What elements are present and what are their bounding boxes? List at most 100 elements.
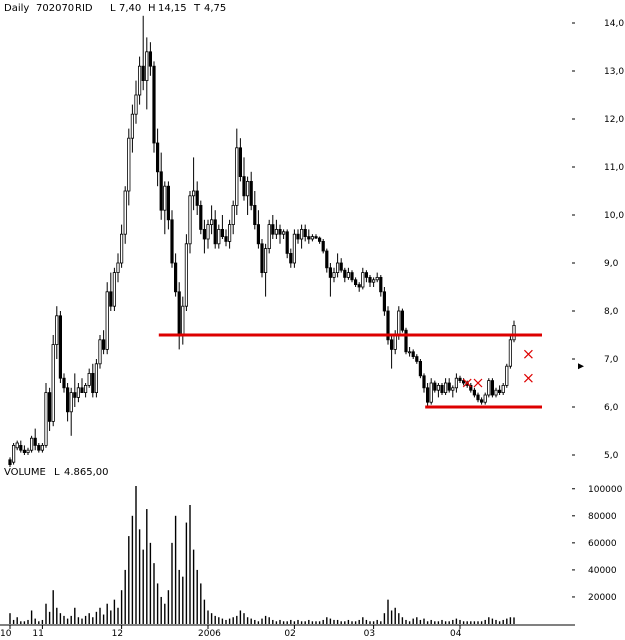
candle-body xyxy=(62,377,66,389)
candle-body xyxy=(278,228,282,235)
candle-body xyxy=(400,310,405,331)
candle-body xyxy=(440,384,444,393)
candle-body xyxy=(350,272,354,281)
candle-body xyxy=(335,262,340,273)
candle-body xyxy=(181,305,185,336)
candle-body xyxy=(191,190,196,197)
candle-body xyxy=(206,224,210,240)
candle-body xyxy=(325,250,329,269)
candle-body xyxy=(346,272,351,278)
candle-body xyxy=(379,276,383,293)
candle-body xyxy=(44,392,48,446)
candle-body xyxy=(263,248,268,274)
volume-tick-label: 100000 xyxy=(588,485,623,495)
candle-body xyxy=(98,339,102,365)
header-high-label: H xyxy=(148,3,156,14)
volume-panel: 20000 40000 60000 80000 100000 xyxy=(9,485,623,624)
price-tick-label: 13,0 xyxy=(604,67,624,77)
candle-body xyxy=(137,65,142,96)
header-exchange: RID xyxy=(75,3,93,14)
candle-body xyxy=(494,389,498,396)
candle-body xyxy=(364,272,369,278)
candle-body xyxy=(339,262,343,271)
candle-body xyxy=(361,272,365,288)
candle-body xyxy=(213,219,217,245)
candle-body xyxy=(184,243,188,307)
candle-body xyxy=(105,291,109,350)
candle-body xyxy=(55,315,59,345)
candle-body xyxy=(87,372,91,386)
candle-body xyxy=(145,51,149,81)
candle-body xyxy=(199,204,203,230)
header-period: Daily xyxy=(4,3,29,14)
candle-body xyxy=(245,180,250,197)
cross-mark xyxy=(473,378,483,388)
candle-body xyxy=(271,224,275,235)
last-price-pointer xyxy=(578,363,584,370)
candle-body xyxy=(343,269,347,278)
candle-body xyxy=(173,262,178,293)
header-high-value: 14,15 xyxy=(158,3,187,14)
candle-body xyxy=(51,344,55,422)
candle-body xyxy=(94,363,98,393)
price-panel: 5,0 6,0 7,0 8,0 9,0 10,0 11,0 12,0 13,0 14,0 xyxy=(8,15,624,467)
candle-body xyxy=(267,224,271,250)
candle-body xyxy=(260,243,264,274)
price-tick-label: 9,0 xyxy=(604,259,619,269)
price-tick-label: 7,0 xyxy=(604,355,619,365)
candle-body xyxy=(321,240,325,252)
volume-label: VOLUME xyxy=(4,467,46,478)
candle-body xyxy=(231,204,235,225)
x-tick-label: 10 xyxy=(0,629,12,639)
price-tick-label: 6,0 xyxy=(604,403,619,413)
candle-body xyxy=(80,387,84,393)
candle-body xyxy=(155,142,160,173)
candle-body xyxy=(497,389,502,394)
x-tick-label: 2006 xyxy=(198,629,221,639)
candle-body xyxy=(303,228,307,237)
candle-body xyxy=(224,236,228,242)
candle-body xyxy=(508,339,513,367)
candle-body xyxy=(418,360,423,377)
x-tick-label: 12 xyxy=(112,629,123,639)
candle-body xyxy=(253,204,257,225)
x-tick-label: 03 xyxy=(364,629,375,639)
candle-body xyxy=(209,219,214,226)
candle-body xyxy=(281,231,286,235)
candle-body xyxy=(429,382,433,403)
candle-body xyxy=(238,147,242,178)
candle-body xyxy=(235,147,239,206)
candle-body xyxy=(505,365,509,386)
candle-body xyxy=(487,380,491,396)
candle-body xyxy=(163,185,167,211)
candle-body xyxy=(170,219,174,264)
candle-body xyxy=(382,291,387,312)
candle-body xyxy=(109,291,113,307)
candle-body xyxy=(120,233,124,264)
candle-body xyxy=(8,459,12,465)
candle-body xyxy=(393,334,397,350)
price-tick-label: 14,0 xyxy=(604,19,624,29)
header-symbol: 702070 xyxy=(36,3,74,14)
volume-tick-label: 20000 xyxy=(588,593,617,603)
candle-body xyxy=(454,377,459,389)
candle-body xyxy=(411,351,415,357)
candle-body xyxy=(102,339,106,350)
candle-body xyxy=(166,185,170,221)
volume-tick-label: 80000 xyxy=(588,512,617,522)
candle-body xyxy=(436,384,441,391)
x-tick-label: 02 xyxy=(284,629,295,639)
price-tick-label: 11,0 xyxy=(604,163,624,173)
header-low-value: 7,40 xyxy=(119,3,141,14)
volume-tick-label: 60000 xyxy=(588,539,617,549)
candle-body xyxy=(404,329,408,353)
candle-body xyxy=(490,380,495,396)
candle-body xyxy=(479,399,484,403)
candle-body xyxy=(227,224,232,242)
candle-body xyxy=(73,392,77,398)
candle-body xyxy=(19,444,23,451)
candle-body xyxy=(407,351,412,354)
candle-body xyxy=(389,339,394,350)
candle-body xyxy=(134,94,138,115)
